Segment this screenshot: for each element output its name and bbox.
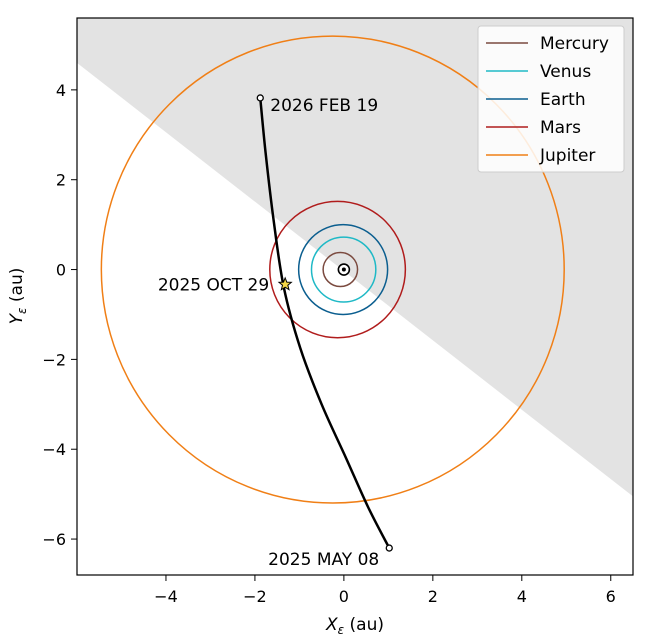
sun-center-dot: [341, 267, 346, 272]
marker-point: [256, 94, 264, 102]
earth-orbit: [297, 223, 389, 316]
legend-label-venus: Venus: [540, 62, 591, 82]
mercury-orbit: [322, 251, 359, 288]
legend-label-mars: Mars: [540, 118, 581, 138]
x-tick-label: 6: [606, 587, 616, 606]
date-label: 2026 FEB 19: [270, 96, 378, 116]
y-axis-ticks: −6 −4 −2 0 2 4: [42, 81, 77, 549]
y-tick-label: −6: [42, 530, 66, 549]
x-tick-label: 0: [339, 587, 349, 606]
x-tick-label: 2: [428, 587, 438, 606]
marker-star: [277, 276, 293, 291]
object-trajectory: [259, 97, 391, 549]
date-annotations: 2025 MAY 08 2025 OCT 29 2026 FEB 19: [158, 96, 379, 570]
legend-label-mercury: Mercury: [540, 34, 609, 54]
legend-label-jupiter: Jupiter: [539, 146, 595, 166]
mars-orbit: [269, 200, 407, 339]
legend-label-earth: Earth: [540, 90, 586, 110]
marker-point: [385, 544, 393, 552]
y-tick-label: 2: [56, 171, 66, 190]
x-tick-label: −4: [154, 587, 178, 606]
y-tick-label: −2: [42, 350, 66, 369]
y-tick-label: 0: [56, 261, 66, 280]
planet-orbits: [100, 35, 565, 504]
x-tick-label: 4: [517, 587, 527, 606]
x-tick-label: −2: [243, 587, 267, 606]
date-label: 2025 OCT 29: [158, 275, 269, 295]
x-axis-label: Xε (au): [325, 615, 384, 637]
plot-frame: [76, 17, 634, 576]
y-axis-label: Yε (au): [7, 268, 29, 325]
x-axis-ticks: −4 −2 0 2 4 6: [154, 575, 616, 606]
y-tick-label: −4: [42, 440, 66, 459]
venus-orbit: [310, 236, 377, 303]
y-tick-label: 4: [56, 81, 66, 100]
jupiter-orbit: [100, 35, 565, 504]
sun-symbol: [337, 263, 351, 276]
date-label: 2025 MAY 08: [268, 550, 379, 570]
date-markers: [256, 94, 393, 552]
legend-box: [477, 25, 625, 173]
legend: Mercury Venus Earth Mars Jupiter: [477, 25, 625, 173]
